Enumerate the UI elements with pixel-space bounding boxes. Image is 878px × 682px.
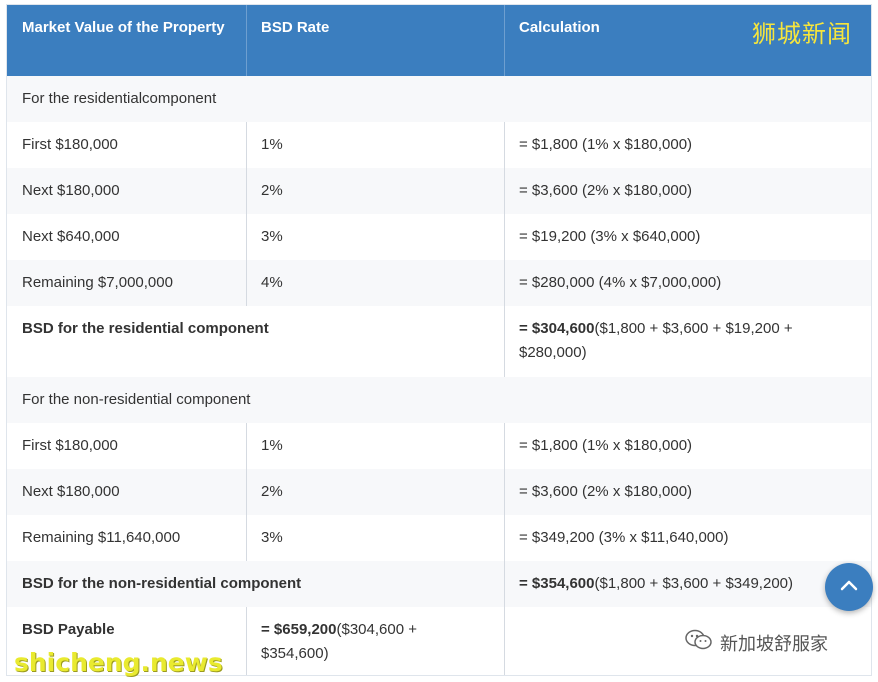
market-value-cell: Remaining $7,000,000 [22,274,173,291]
section-title: For the residentialcomponent [22,90,217,107]
table-row: First $180,000 1% = $1,800 (1% x $180,00… [7,122,871,168]
row-divider [504,423,505,469]
subtotal-breakdown: ($1,800 + $3,600 + $19,200 + $280,000) [519,320,793,361]
market-value-cell: First $180,000 [22,437,118,454]
row-divider [246,423,247,469]
subtotal-amount: = $354,600 [519,575,595,592]
payable-breakdown: ($304,600 + $354,600) [261,621,417,662]
subtotal-calculation: = $354,600($1,800 + $3,600 + $349,200) [504,572,871,596]
table-header: Market Value of the Property BSD Rate Ca… [7,5,871,76]
payable-calculation: = $659,200($304,600 + $354,600) [246,618,504,666]
row-divider [246,168,247,214]
subtotal-breakdown: ($1,800 + $3,600 + $349,200) [594,575,794,592]
calculation-cell: = $1,800 (1% x $180,000) [519,437,693,454]
section-title: For the non-residential component [22,391,251,408]
row-divider [504,168,505,214]
header-divider [246,5,247,76]
watermark-bottom-left: shicheng.news [14,648,223,677]
market-value-cell: Next $180,000 [22,182,120,199]
payable-amount: = $659,200 [261,621,337,638]
rate-cell: 4% [261,274,283,291]
row-divider [504,515,505,561]
watermark-account-name: 新加坡舒服家 [720,633,828,655]
subtotal-label: BSD for the residential component [22,320,269,337]
row-divider [504,561,505,607]
subtotal-amount: = $304,600 [519,320,595,337]
calculation-cell: = $19,200 (3% x $640,000) [519,228,701,245]
scroll-top-button[interactable] [825,563,873,611]
row-divider [246,260,247,306]
market-value-cell: First $180,000 [22,136,118,153]
row-divider [246,515,247,561]
calculation-cell: = $3,600 (2% x $180,000) [519,483,693,500]
market-value-cell: Next $640,000 [22,228,120,245]
watermark-top: 狮城新闻 [752,20,852,48]
table-row: Remaining $7,000,000 4% = $280,000 (4% x… [7,260,871,306]
wechat-icon [684,628,714,657]
row-divider [504,306,505,377]
payable-row: BSD Payable = $659,200($304,600 + $354,6… [7,607,871,675]
market-value-cell: Next $180,000 [22,483,120,500]
row-divider [246,469,247,515]
subtotal-row: BSD for the residential component = $304… [7,306,871,377]
rate-cell: 3% [261,228,283,245]
row-divider [504,260,505,306]
header-bsd-rate: BSD Rate [261,19,330,36]
chevron-up-icon [839,578,859,597]
table-row: First $180,000 1% = $1,800 (1% x $180,00… [7,423,871,469]
header-divider [504,5,505,76]
calculation-cell: = $349,200 (3% x $11,640,000) [519,529,729,546]
table-row: Next $640,000 3% = $19,200 (3% x $640,00… [7,214,871,260]
market-value-cell: Remaining $11,640,000 [22,529,181,546]
header-calculation: Calculation [519,19,600,36]
calculation-cell: = $1,800 (1% x $180,000) [519,136,693,153]
header-market-value: Market Value of the Property [22,19,225,36]
bsd-table: Market Value of the Property BSD Rate Ca… [6,4,872,676]
rate-cell: 1% [261,437,283,454]
row-divider [504,469,505,515]
row-divider [504,122,505,168]
calculation-cell: = $280,000 (4% x $7,000,000) [519,274,722,291]
subtotal-label: BSD for the non-residential component [22,575,302,592]
rate-cell: 3% [261,529,283,546]
table-row: Next $180,000 2% = $3,600 (2% x $180,000… [7,469,871,515]
section-title-row: For the residentialcomponent [7,76,871,122]
calculation-cell: = $3,600 (2% x $180,000) [519,182,693,199]
rate-cell: 1% [261,136,283,153]
payable-label: BSD Payable [22,621,115,638]
subtotal-row: BSD for the non-residential component = … [7,561,871,607]
watermark-bottom-right: 新加坡舒服家 [684,628,828,657]
row-divider [246,607,247,675]
row-divider [504,607,505,675]
section-title-row: For the non-residential component [7,377,871,423]
subtotal-calculation: = $304,600($1,800 + $3,600 + $19,200 + $… [504,317,871,365]
row-divider [504,214,505,260]
rate-cell: 2% [261,483,283,500]
row-divider [246,214,247,260]
table-row: Remaining $11,640,000 3% = $349,200 (3% … [7,515,871,561]
rate-cell: 2% [261,182,283,199]
row-divider [246,122,247,168]
table-row: Next $180,000 2% = $3,600 (2% x $180,000… [7,168,871,214]
